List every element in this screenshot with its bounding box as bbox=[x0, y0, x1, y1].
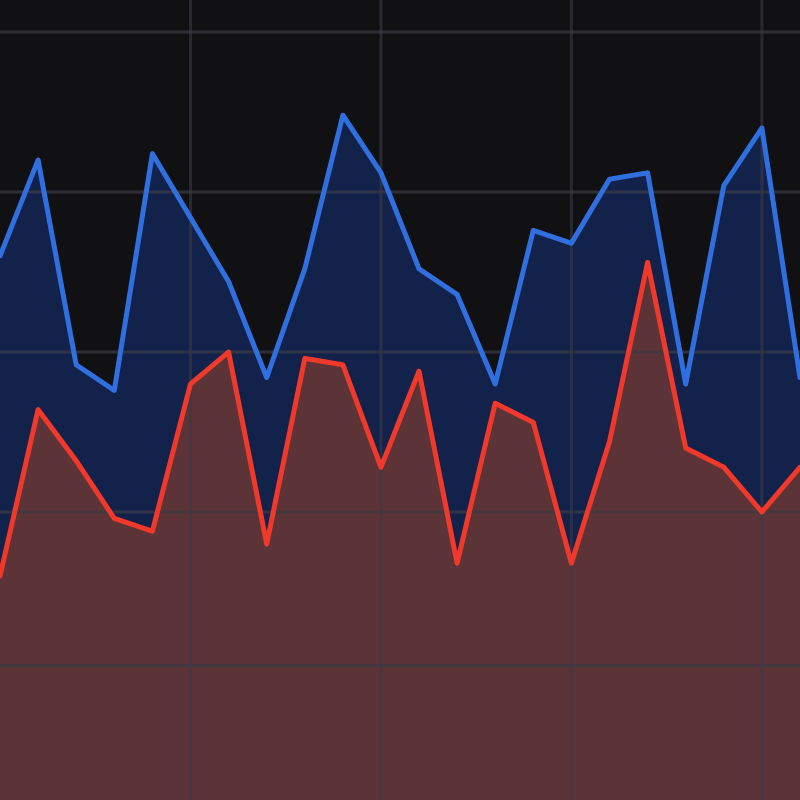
series-line-blue bbox=[0, 112, 800, 393]
series-line-red bbox=[0, 259, 800, 579]
